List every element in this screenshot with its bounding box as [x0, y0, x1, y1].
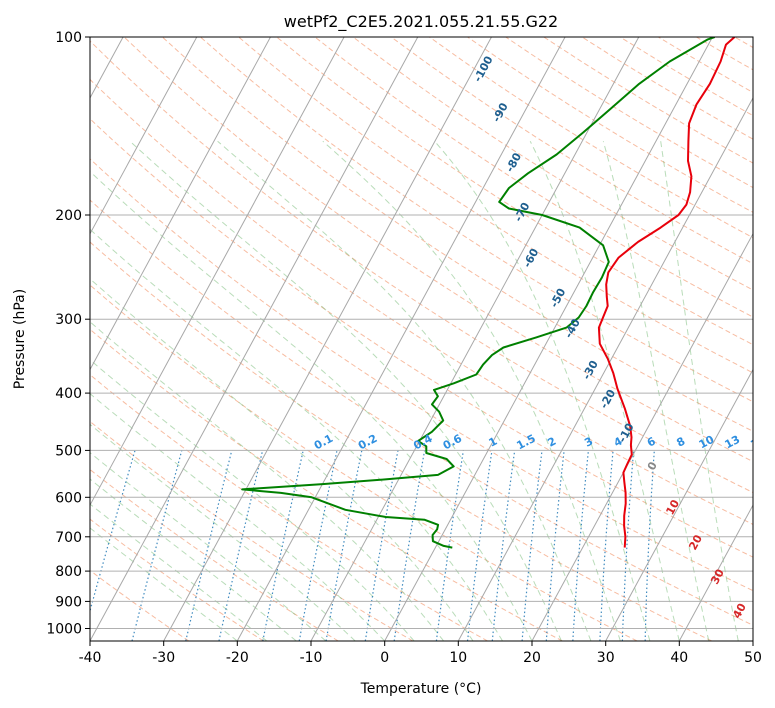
mixing-ratio-label: 13	[723, 433, 743, 452]
isotherm	[236, 37, 566, 641]
dry-adiabat	[90, 199, 753, 626]
isotherm	[90, 37, 272, 371]
x-tick-label: 10	[449, 650, 467, 666]
y-axis-ticks: 100 200 300 400 500 600 700 800 900 1000	[46, 30, 90, 638]
mixing-ratio-line	[435, 450, 464, 641]
isotherm	[457, 96, 753, 641]
y-tick-label: 1000	[46, 622, 82, 638]
isotherm	[90, 37, 419, 641]
y-tick-label: 900	[55, 594, 82, 610]
y-tick-label: 800	[55, 564, 82, 580]
mixing-ratio-label: 10	[697, 433, 717, 452]
dry-adiabat	[90, 468, 339, 641]
mixing-ratio-label: 16	[748, 433, 768, 452]
isotherm	[90, 37, 198, 235]
x-axis-label: Temperature (°C)	[360, 681, 482, 697]
isotherm-gridlines	[90, 37, 753, 641]
mixing-ratio-line	[185, 450, 233, 641]
y-tick-label: 400	[55, 386, 82, 402]
dewpoint-profile-line	[241, 37, 716, 549]
mixing-ratio-line	[521, 450, 543, 641]
x-tick-label: 20	[523, 650, 541, 666]
x-tick-label: 0	[380, 650, 389, 666]
isotherm	[605, 368, 753, 641]
y-tick-label: 700	[55, 530, 82, 546]
dry-adiabat	[276, 37, 753, 346]
x-tick-label: 40	[670, 650, 688, 666]
plot-frame	[89, 36, 754, 642]
x-tick-label: 50	[744, 650, 762, 666]
isotherm	[531, 232, 753, 641]
y-tick-label: 300	[55, 312, 82, 328]
dry-adiabat	[90, 158, 753, 592]
x-axis-ticks: -40 -30 -20 -10 0 10 20 30 40 50	[79, 641, 762, 666]
mixing-ratio-line	[364, 450, 399, 641]
y-axis-label: Pressure (hPa)	[12, 289, 28, 389]
isotherm	[310, 37, 640, 641]
y-tick-label: 500	[55, 443, 82, 459]
mixing-ratio-line	[90, 450, 136, 614]
dry-adiabat	[90, 518, 264, 641]
dry-adiabat	[90, 374, 488, 641]
dry-adiabat	[90, 40, 753, 494]
y-tick-label: 600	[55, 490, 82, 506]
y-tick-label: 200	[55, 208, 82, 224]
isobar-gridlines	[90, 37, 753, 629]
dry-adiabat	[352, 37, 753, 291]
dry-adiabat	[90, 569, 190, 641]
x-tick-label: -20	[226, 650, 249, 666]
mixing-ratio-line	[466, 450, 493, 641]
chart-title: wetPf2_C2E5.2021.055.21.55.G22	[284, 12, 558, 32]
dry-adiabat	[314, 37, 753, 318]
isotherm	[163, 37, 493, 641]
dry-adiabat	[90, 284, 638, 641]
isotherm	[678, 504, 753, 641]
temperature-profile-line	[597, 37, 736, 548]
mixing-ratio-line	[393, 450, 426, 641]
x-tick-label: 30	[597, 650, 615, 666]
dry-adiabat	[161, 37, 753, 432]
mixing-ratio-line	[218, 450, 264, 641]
dry-adiabat	[123, 37, 753, 463]
y-tick-label: 100	[55, 30, 82, 46]
dry-adiabat	[90, 241, 712, 641]
isotherm	[90, 37, 345, 507]
data-series	[241, 37, 736, 549]
x-tick-label: -30	[152, 650, 175, 666]
x-tick-label: -40	[79, 650, 102, 666]
mixing-ratio-line	[491, 450, 516, 641]
x-tick-label: -10	[300, 650, 323, 666]
